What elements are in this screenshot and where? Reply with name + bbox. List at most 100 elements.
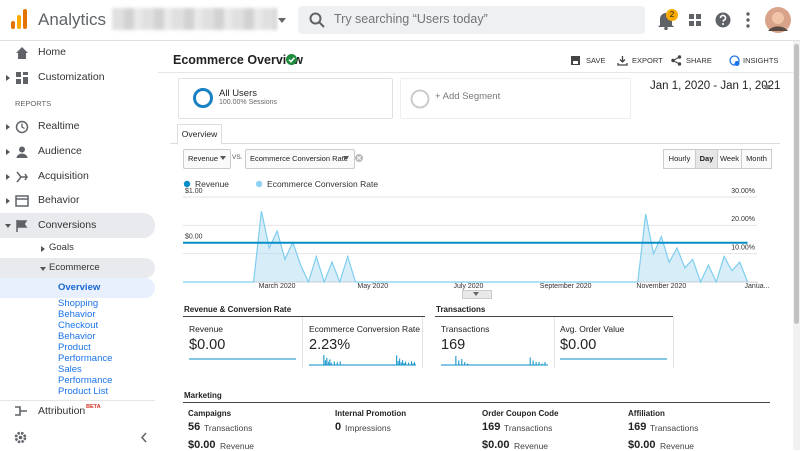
search-box[interactable] [298,6,645,34]
metric-label: Ecommerce Conversion Rate [309,324,421,334]
legend-label: Revenue [195,179,229,189]
nav-item[interactable]: Acquisition [38,170,89,182]
x-tick-label: September 2020 [540,283,592,290]
interval-button[interactable]: Month [741,149,772,169]
metric-card [303,317,423,368]
nav-item[interactable]: Realtime [38,120,80,132]
y2-tick-label: 30.00% [731,188,755,195]
notification-badge: 2 [666,9,678,21]
compare-dropdown[interactable] [245,149,355,169]
metric-value: 2.23% [309,337,351,353]
nav-item[interactable]: Attribution [38,405,86,417]
column-value: 169 [628,421,647,433]
section-rule [183,402,770,403]
expand-caret [6,149,10,155]
metric-card [183,317,303,368]
nav-section[interactable]: REPORTS [15,99,52,108]
action-button[interactable]: SHARE [686,56,712,65]
nav-item[interactable]: Product Performance [58,342,113,364]
line [183,211,749,284]
action-button[interactable]: EXPORT [632,56,663,65]
tab-divider [170,143,780,144]
nav-item[interactable]: Audience [38,145,82,157]
interval-button[interactable]: Day [695,149,718,169]
remove-compare[interactable] [355,154,363,162]
nav-highlight [0,258,155,278]
metric-dropdown[interactable] [183,149,231,169]
interval-button[interactable]: Hourly [663,149,696,169]
column-value: 169 [482,421,501,433]
action-button[interactable]: SAVE [586,56,606,65]
nav-item[interactable]: Shopping Behavior [58,298,99,320]
section-rule [435,316,673,317]
help-icon[interactable] [715,12,731,28]
interval-button[interactable]: Week [717,149,742,169]
avatar[interactable] [765,7,791,33]
column-value: $0.00 [628,439,656,451]
metric-value: 169 [441,337,466,353]
apps-icon[interactable] [689,14,701,26]
metric-label: Avg. Order Value [560,324,625,334]
column-label: Revenue [514,441,549,451]
nav-item[interactable]: Overview [58,282,101,293]
metric-label: Revenue [188,154,219,163]
column-label: Transactions [504,423,553,433]
segment-detail: 100.00% Sessions [219,99,277,106]
column-value: $0.00 [482,439,510,451]
x-tick-label: July 2020 [453,283,483,290]
collapse-sidebar[interactable] [140,432,148,443]
x-tick-label: November 2020 [636,283,686,290]
main [158,41,793,450]
dropdown-arrow [343,156,349,160]
x-tick-label: March 2020 [259,283,296,290]
nav-item[interactable]: Product List [58,386,109,397]
nav-icon [16,146,28,158]
expand-caret [40,267,46,271]
section-rule [183,316,425,317]
nav-item[interactable]: Customization [38,71,105,83]
expand-caret [6,198,10,204]
sidebar [0,41,155,450]
segment-ring [193,88,213,108]
product-name: Analytics [38,10,107,29]
nav-item[interactable]: Behavior [38,194,80,206]
search-placeholder: Try searching “Users today” [334,12,488,26]
nav-icon [16,72,28,84]
nav-item[interactable]: Conversions [38,219,97,231]
column-label: Transactions [650,423,699,433]
y2-tick-label: 10.00% [731,245,755,252]
header-divider [158,72,793,73]
nav-icon [16,171,28,183]
column-value: 56 [188,421,201,433]
dropdown-arrow [220,156,226,160]
nav-item[interactable]: Sales Performance [58,364,113,386]
nav-item[interactable]: Ecommerce [49,262,100,273]
settings-icon[interactable] [14,431,27,444]
scrollbar-thumb[interactable] [794,44,799,324]
column-label: Revenue [220,441,255,451]
action-button[interactable]: INSIGHTS [743,56,779,65]
action-icon [617,56,628,66]
beta-badge: BETA [86,404,101,410]
add-segment[interactable] [400,78,631,119]
nav-item[interactable]: Home [38,46,67,58]
metric-card [554,317,674,368]
nav-icon [15,120,29,134]
section-title: Marketing [184,391,222,400]
account-selector[interactable] [112,8,277,30]
expand-caret [6,124,10,130]
tab[interactable]: Overview [177,124,222,145]
column-title: Internal Promotion [335,409,407,418]
nav-item[interactable]: Goals [49,242,74,253]
verified-icon [286,54,297,65]
segment-card[interactable] [178,78,393,119]
legend-label: Ecommerce Conversion Rate [267,179,378,189]
nav-icon [16,47,28,59]
column-title: Order Coupon Code [482,409,559,418]
expand-caret [5,224,11,228]
nav-item[interactable]: Checkout Behavior [58,320,99,342]
more-icon[interactable] [745,12,751,28]
date-range[interactable]: Jan 1, 2020 - Jan 1, 2021 [650,80,781,92]
